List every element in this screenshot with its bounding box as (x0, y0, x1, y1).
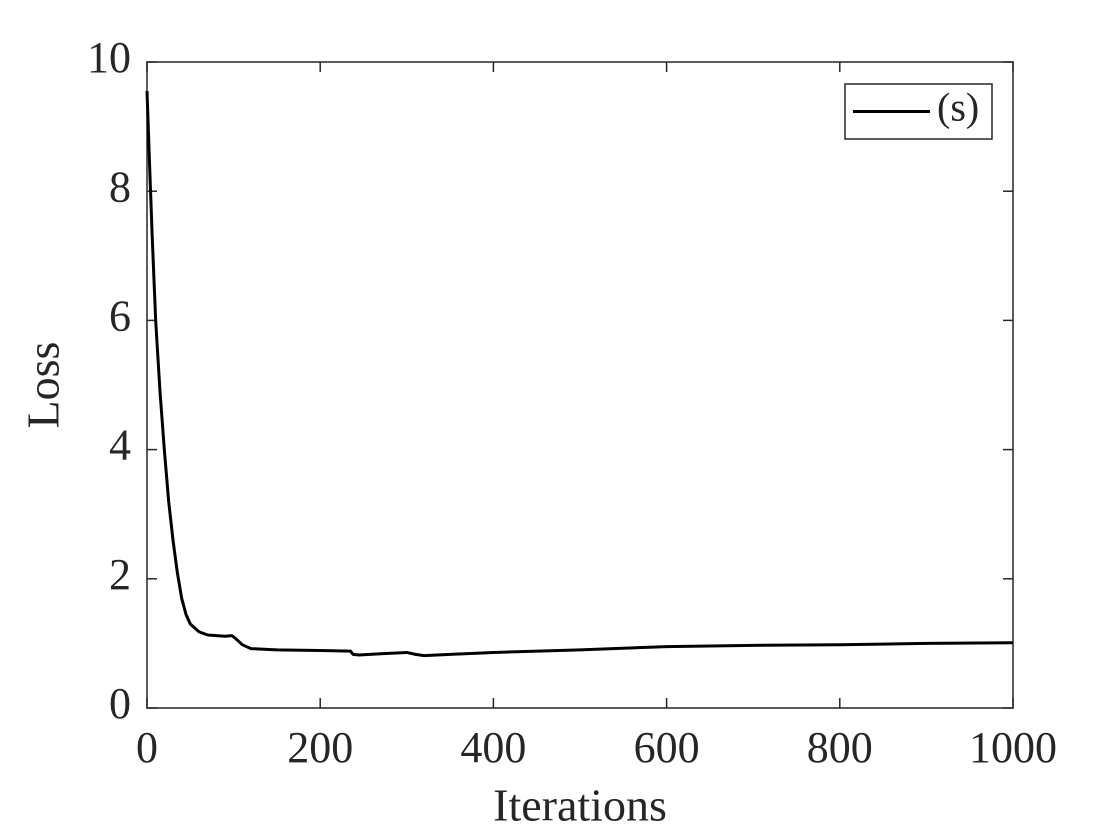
y-tick-label: 10 (87, 33, 131, 82)
legend-label: (s) (937, 85, 979, 130)
y-axis-label: Loss (18, 342, 69, 429)
y-tick-label: 6 (109, 291, 131, 340)
x-axis-label: Iterations (493, 780, 667, 831)
x-tick-label: 600 (634, 723, 700, 772)
x-tick-label: 1000 (969, 723, 1057, 772)
data-line (145, 91, 1014, 658)
y-tick-label: 8 (109, 162, 131, 211)
x-tick-label: 800 (807, 723, 873, 772)
x-tick-label: 200 (287, 723, 353, 772)
y-tick-label: 4 (109, 421, 131, 470)
y-tick-label: 0 (109, 679, 131, 728)
y-tick-label: 2 (109, 550, 131, 599)
x-tick-label: 0 (136, 723, 158, 772)
axes-box (146, 61, 1014, 709)
x-tick-label: 400 (460, 723, 526, 772)
